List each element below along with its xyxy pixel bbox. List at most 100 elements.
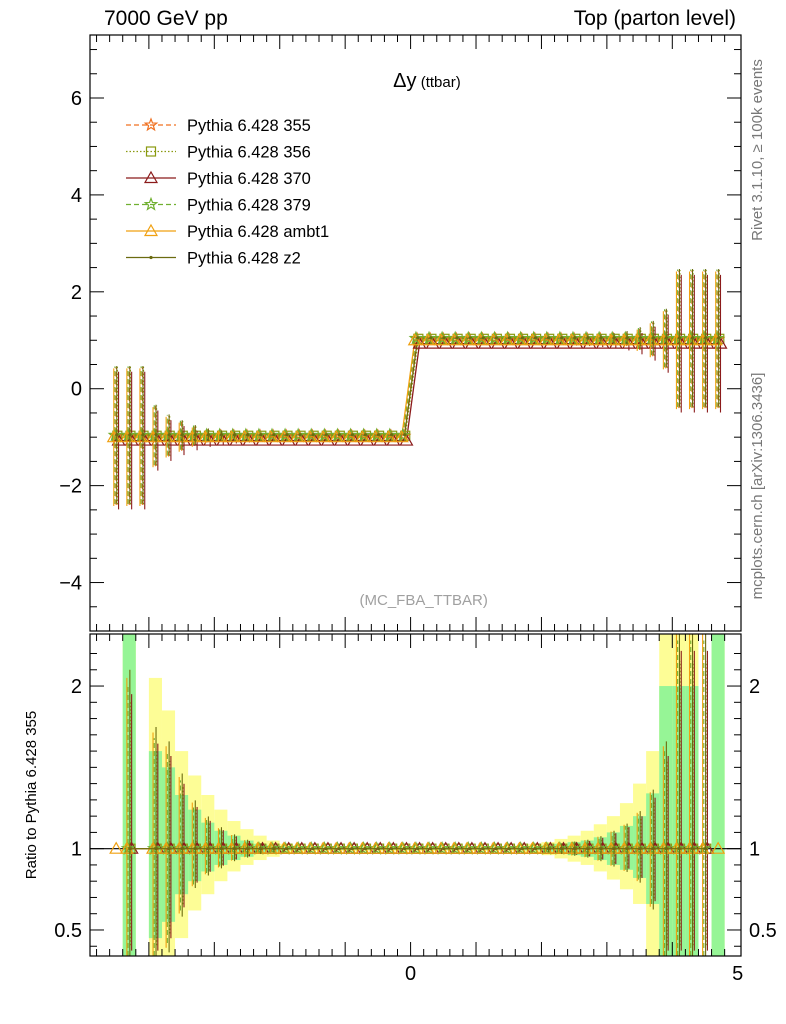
ratio-point bbox=[403, 847, 407, 851]
data-point bbox=[317, 427, 332, 442]
ratio-point bbox=[552, 840, 568, 855]
data-point bbox=[407, 333, 422, 346]
data-point bbox=[355, 429, 370, 443]
legend-label: Pythia 6.428 355 bbox=[187, 117, 311, 135]
data-point bbox=[552, 330, 568, 345]
data-point bbox=[316, 429, 331, 443]
ratio-point bbox=[416, 847, 420, 851]
data-point bbox=[546, 336, 551, 340]
data-point bbox=[533, 336, 538, 340]
ratio-point bbox=[225, 840, 241, 855]
data-point bbox=[277, 427, 293, 442]
data-point bbox=[276, 429, 291, 443]
data-point bbox=[591, 330, 607, 345]
ratio-point bbox=[651, 847, 655, 851]
data-point bbox=[429, 336, 433, 340]
ratio-point bbox=[481, 847, 485, 851]
series-points-3 bbox=[107, 269, 725, 505]
data-point bbox=[199, 427, 214, 442]
analysis-watermark: (MC_FBA_TTBAR) bbox=[360, 592, 488, 609]
ratio-point bbox=[487, 840, 502, 855]
data-point bbox=[330, 427, 345, 442]
data-point bbox=[460, 333, 475, 346]
ratio-point bbox=[369, 840, 385, 855]
data-point bbox=[408, 330, 424, 345]
ratio-point bbox=[526, 840, 542, 855]
mcplots-reference-label: mcplots.cern.ch [arXiv:1306.3436] bbox=[749, 373, 766, 600]
data-point bbox=[704, 336, 708, 340]
ratio-point bbox=[591, 840, 607, 855]
ratio-point bbox=[146, 840, 162, 855]
legend-label: Pythia 6.428 356 bbox=[187, 144, 311, 162]
data-point bbox=[403, 433, 407, 437]
data-point bbox=[219, 433, 224, 437]
legend-entry-2: Pythia 6.428 370 bbox=[126, 170, 311, 188]
ratio-point bbox=[644, 840, 659, 855]
series-points-1 bbox=[112, 270, 725, 505]
ratio-point bbox=[343, 840, 358, 855]
ratio-point bbox=[285, 847, 289, 851]
data-point bbox=[487, 330, 502, 345]
data-point bbox=[350, 433, 354, 437]
ratio-point bbox=[617, 840, 633, 855]
data-point bbox=[167, 433, 171, 437]
data-point bbox=[394, 429, 409, 443]
ratio-panel: 0.5 0.5 1 1 2 2 0 5 Ratio to Pythia 6.428 355 bbox=[23, 633, 777, 985]
data-point bbox=[526, 330, 542, 345]
ratio-point bbox=[447, 840, 463, 855]
data-point bbox=[599, 336, 603, 340]
data-point bbox=[337, 433, 341, 437]
ratio-point bbox=[520, 847, 525, 851]
main-frame bbox=[89, 34, 742, 632]
observable-group-label: Top (parton level) bbox=[573, 7, 736, 30]
data-point bbox=[670, 330, 685, 345]
ratio-point bbox=[565, 840, 581, 855]
data-point bbox=[246, 433, 250, 437]
x-tick-label: 0 bbox=[405, 963, 416, 985]
data-point bbox=[539, 330, 555, 345]
legend-entry-5: Pythia 6.428 z2 bbox=[126, 250, 301, 268]
ratio-point bbox=[290, 840, 306, 855]
data-point bbox=[376, 433, 381, 437]
data-point bbox=[107, 427, 123, 442]
data-point bbox=[690, 336, 695, 340]
ratio-y-tick-label-right: 1 bbox=[749, 839, 760, 861]
data-point bbox=[146, 427, 162, 442]
legend-marker bbox=[143, 170, 159, 184]
ratio-point bbox=[408, 840, 424, 855]
ratio-y-tick-label: 0.5 bbox=[54, 920, 82, 942]
data-point bbox=[657, 330, 672, 345]
data-point bbox=[368, 429, 383, 443]
ratio-point bbox=[311, 847, 315, 851]
data-point bbox=[159, 427, 175, 442]
data-point bbox=[141, 433, 145, 437]
data-point bbox=[460, 330, 476, 345]
ratio-point bbox=[690, 847, 695, 851]
data-point bbox=[551, 333, 566, 346]
data-point bbox=[446, 333, 462, 346]
data-point bbox=[525, 333, 540, 346]
legend-marker bbox=[143, 223, 159, 237]
ratio-point bbox=[159, 840, 175, 855]
ratio-point bbox=[560, 847, 564, 851]
data-point bbox=[586, 336, 590, 340]
ratio-point bbox=[277, 840, 293, 855]
ratio-point bbox=[494, 847, 498, 851]
ratio-point bbox=[330, 840, 345, 855]
data-point bbox=[154, 433, 158, 437]
y-tick-label: 4 bbox=[71, 185, 82, 207]
series-points-5 bbox=[115, 269, 721, 504]
legend-entry-1: Pythia 6.428 356 bbox=[126, 144, 311, 162]
data-point bbox=[206, 433, 210, 437]
data-point bbox=[486, 333, 501, 346]
ratio-point bbox=[206, 847, 210, 851]
data-point bbox=[442, 336, 446, 340]
y-tick-label: −4 bbox=[59, 573, 82, 595]
legend-marker bbox=[143, 196, 159, 211]
ratio-point bbox=[199, 840, 214, 855]
ratio-point bbox=[500, 840, 515, 855]
legend-label: Pythia 6.428 z2 bbox=[187, 250, 301, 268]
ratio-point bbox=[546, 847, 551, 851]
